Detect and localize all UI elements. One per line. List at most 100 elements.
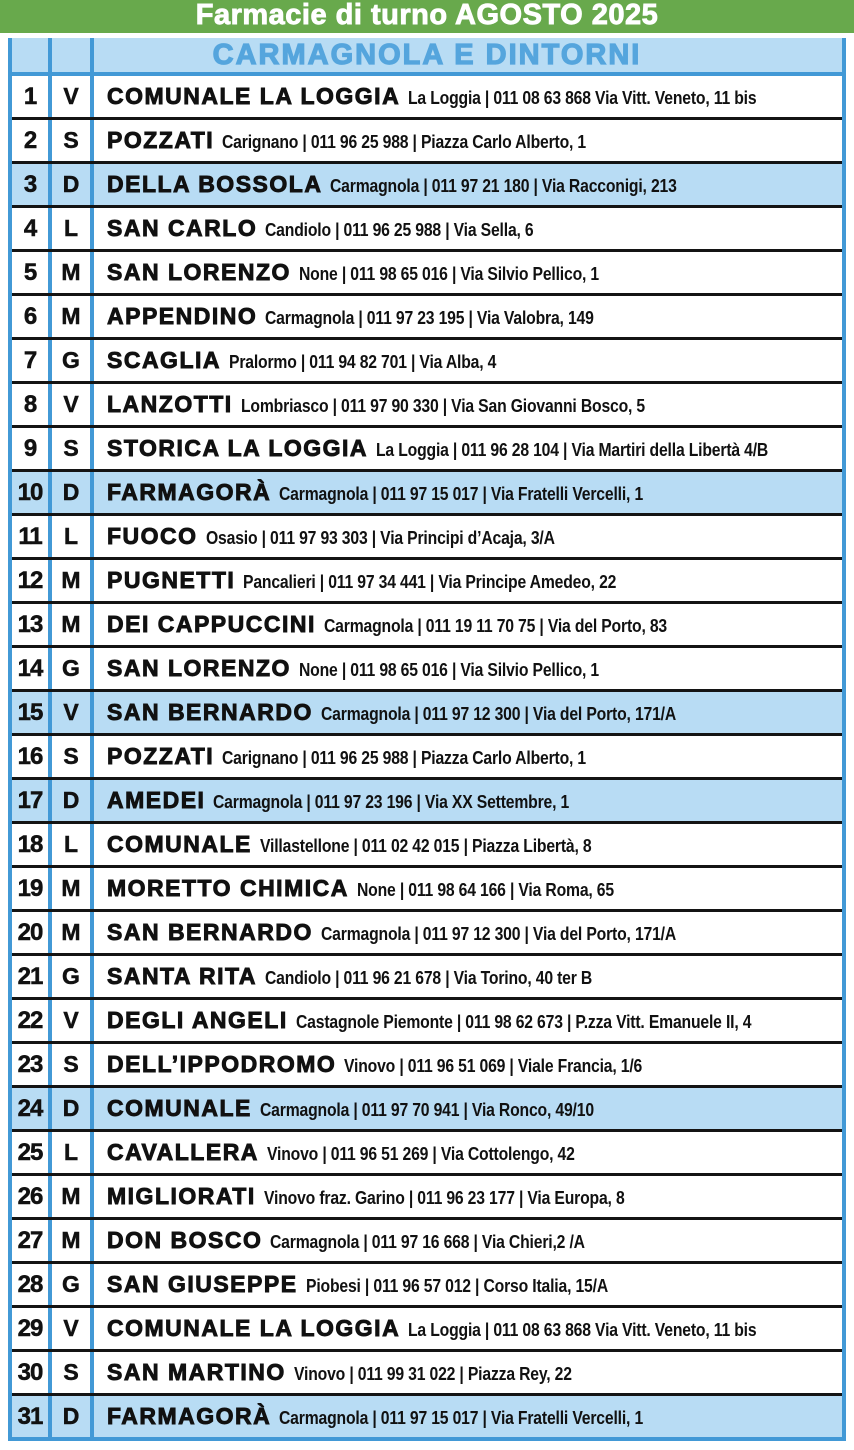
weekday-letter: V — [52, 1000, 94, 1041]
pharmacy-name: SAN CARLO — [107, 215, 258, 241]
table-row: 4 L SAN CARLO Candiolo | 011 96 25 988 |… — [12, 208, 842, 252]
pharmacy-details: La Loggia | 011 08 63 868 Via Vitt. Vene… — [408, 87, 757, 108]
day-number: 22 — [12, 1000, 52, 1041]
pharmacy-schedule-table: CARMAGNOLA E DINTORNI 1 V COMUNALE LA LO… — [8, 38, 846, 1441]
table-row: 27 M DON BOSCO Carmagnola | 011 97 16 66… — [12, 1220, 842, 1264]
column-divider — [48, 38, 52, 72]
pharmacy-details: Carmagnola | 011 97 23 196 | Via XX Sett… — [213, 791, 570, 812]
day-number: 14 — [12, 648, 52, 689]
day-number: 28 — [12, 1264, 52, 1305]
pharmacy-details: Pralormo | 011 94 82 701 | Via Alba, 4 — [229, 351, 497, 372]
pharmacy-name: POZZATI — [107, 743, 215, 769]
weekday-letter: S — [52, 1352, 94, 1393]
weekday-letter: M — [52, 560, 94, 601]
pharmacy-info: SAN GIUSEPPE Piobesi | 011 96 57 012 | C… — [94, 1264, 842, 1305]
weekday-letter: S — [52, 1044, 94, 1085]
day-number: 20 — [12, 912, 52, 953]
pharmacy-name: DELL’IPPODROMO — [107, 1051, 337, 1077]
day-number: 23 — [12, 1044, 52, 1085]
table-row: 12 M PUGNETTI Pancalieri | 011 97 34 441… — [12, 560, 842, 604]
pharmacy-details: Carmagnola | 011 97 70 941 | Via Ronco, … — [259, 1099, 594, 1120]
weekday-letter: V — [52, 1308, 94, 1349]
weekday-letter: G — [52, 956, 94, 997]
pharmacy-details: La Loggia | 011 96 28 104 | Via Martiri … — [376, 439, 769, 460]
pharmacy-name: DELLA BOSSOLA — [107, 171, 323, 197]
pharmacy-name: AMEDEI — [107, 787, 206, 813]
day-number: 31 — [12, 1396, 52, 1437]
pharmacy-info: COMUNALE LA LOGGIA La Loggia | 011 08 63… — [94, 76, 842, 117]
table-row: 2 S POZZATI Carignano | 011 96 25 988 | … — [12, 120, 842, 164]
pharmacy-info: DON BOSCO Carmagnola | 011 97 16 668 | V… — [94, 1220, 842, 1261]
weekday-letter: M — [52, 1220, 94, 1261]
pharmacy-name: SAN GIUSEPPE — [107, 1271, 298, 1297]
table-row: 5 M SAN LORENZO None | 011 98 65 016 | V… — [12, 252, 842, 296]
pharmacy-info: SAN LORENZO None | 011 98 65 016 | Via S… — [94, 252, 842, 293]
pharmacy-info: SAN MARTINO Vinovo | 011 99 31 022 | Pia… — [94, 1352, 842, 1393]
table-row: 8 V LANZOTTI Lombriasco | 011 97 90 330 … — [12, 384, 842, 428]
pharmacy-info: CAVALLERA Vinovo | 011 96 51 269 | Via C… — [94, 1132, 842, 1173]
pharmacy-name: SANTA RITA — [107, 963, 258, 989]
day-number: 17 — [12, 780, 52, 821]
weekday-letter: M — [52, 252, 94, 293]
day-number: 12 — [12, 560, 52, 601]
weekday-letter: L — [52, 208, 94, 249]
table-row: 18 L COMUNALE Villastellone | 011 02 42 … — [12, 824, 842, 868]
pharmacy-name: FARMAGORÀ — [107, 479, 272, 505]
pharmacy-details: Lombriasco | 011 97 90 330 | Via San Gio… — [240, 395, 645, 416]
title-bar: Farmacie di turno AGOSTO 2025 — [0, 0, 854, 33]
pharmacy-name: DEI CAPPUCCINI — [107, 611, 316, 637]
pharmacy-info: SAN BERNARDO Carmagnola | 011 97 12 300 … — [94, 692, 842, 733]
pharmacy-name: STORICA LA LOGGIA — [107, 435, 369, 461]
weekday-letter: D — [52, 1088, 94, 1129]
weekday-letter: D — [52, 472, 94, 513]
pharmacy-details: None | 011 98 65 016 | Via Silvio Pellic… — [298, 659, 599, 680]
table-row: 15 V SAN BERNARDO Carmagnola | 011 97 12… — [12, 692, 842, 736]
weekday-letter: D — [52, 780, 94, 821]
table-row: 6 M APPENDINO Carmagnola | 011 97 23 195… — [12, 296, 842, 340]
day-number: 2 — [12, 120, 52, 161]
table-row: 7 G SCAGLIA Pralormo | 011 94 82 701 | V… — [12, 340, 842, 384]
day-number: 11 — [12, 516, 52, 557]
pharmacy-info: POZZATI Carignano | 011 96 25 988 | Piaz… — [94, 120, 842, 161]
pharmacy-details: Vinovo | 011 96 51 269 | Via Cottolengo,… — [266, 1143, 575, 1164]
pharmacy-info: STORICA LA LOGGIA La Loggia | 011 96 28 … — [94, 428, 842, 469]
day-number: 25 — [12, 1132, 52, 1173]
weekday-letter: G — [52, 340, 94, 381]
pharmacy-info: FUOCO Osasio | 011 97 93 303 | Via Princ… — [94, 516, 842, 557]
table-row: 23 S DELL’IPPODROMO Vinovo | 011 96 51 0… — [12, 1044, 842, 1088]
weekday-letter: M — [52, 912, 94, 953]
table-row: 30 S SAN MARTINO Vinovo | 011 99 31 022 … — [12, 1352, 842, 1396]
pharmacy-info: PUGNETTI Pancalieri | 011 97 34 441 | Vi… — [94, 560, 842, 601]
table-row: 28 G SAN GIUSEPPE Piobesi | 011 96 57 01… — [12, 1264, 842, 1308]
pharmacy-info: LANZOTTI Lombriasco | 011 97 90 330 | Vi… — [94, 384, 842, 425]
day-number: 29 — [12, 1308, 52, 1349]
weekday-letter: S — [52, 736, 94, 777]
day-number: 30 — [12, 1352, 52, 1393]
region-title: CARMAGNOLA E DINTORNI — [212, 38, 642, 71]
column-divider — [90, 38, 94, 72]
pharmacy-name: SCAGLIA — [107, 347, 221, 373]
pharmacy-details: Carmagnola | 011 97 23 195 | Via Valobra… — [265, 307, 594, 328]
pharmacy-details: Carmagnola | 011 97 15 017 | Via Fratell… — [279, 483, 644, 504]
pharmacy-name: MIGLIORATI — [107, 1183, 256, 1209]
pharmacy-info: COMUNALE Carmagnola | 011 97 70 941 | Vi… — [94, 1088, 842, 1129]
pharmacy-name: DON BOSCO — [107, 1227, 263, 1253]
pharmacy-details: Piobesi | 011 96 57 012 | Corso Italia, … — [305, 1275, 608, 1296]
table-row: 1 V COMUNALE LA LOGGIA La Loggia | 011 0… — [12, 76, 842, 120]
pharmacy-info: SANTA RITA Candiolo | 011 96 21 678 | Vi… — [94, 956, 842, 997]
pharmacy-name: CAVALLERA — [107, 1139, 259, 1165]
table-row: 25 L CAVALLERA Vinovo | 011 96 51 269 | … — [12, 1132, 842, 1176]
region-header-row: CARMAGNOLA E DINTORNI — [12, 38, 842, 76]
day-number: 18 — [12, 824, 52, 865]
weekday-letter: V — [52, 384, 94, 425]
weekday-letter: G — [52, 648, 94, 689]
pharmacy-info: DELL’IPPODROMO Vinovo | 011 96 51 069 | … — [94, 1044, 842, 1085]
pharmacy-details: Castagnole Piemonte | 011 98 62 673 | P.… — [295, 1011, 752, 1032]
table-row: 13 M DEI CAPPUCCINI Carmagnola | 011 19 … — [12, 604, 842, 648]
pharmacy-info: MIGLIORATI Vinovo fraz. Garino | 011 96 … — [94, 1176, 842, 1217]
pharmacy-name: FUOCO — [107, 523, 198, 549]
day-number: 5 — [12, 252, 52, 293]
pharmacy-details: Vinovo fraz. Garino | 011 96 23 177 | Vi… — [263, 1187, 625, 1208]
day-number: 3 — [12, 164, 52, 205]
weekday-letter: L — [52, 516, 94, 557]
